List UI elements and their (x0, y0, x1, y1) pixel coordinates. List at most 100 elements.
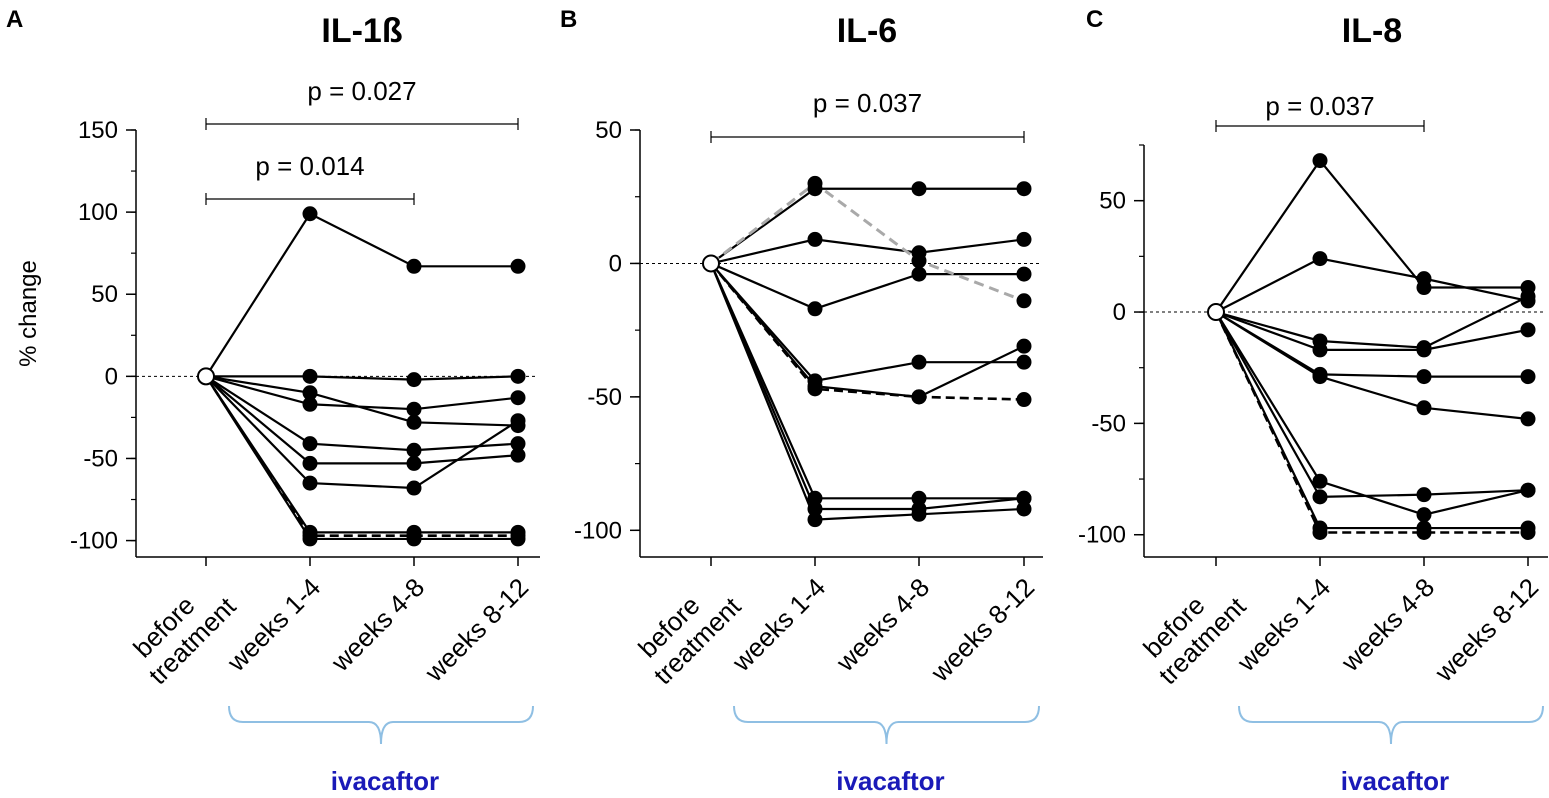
y-tick-label: -100 (1078, 522, 1126, 549)
data-point (1016, 392, 1032, 408)
series-line (206, 375, 519, 381)
series-line (1214, 311, 1528, 534)
x-category-label: weeks 4-8 (1335, 572, 1441, 678)
data-point (1416, 369, 1432, 385)
panel-letter: A (6, 6, 23, 33)
data-point (911, 506, 927, 522)
data-point (1016, 354, 1032, 370)
data-point (302, 396, 318, 412)
y-tick-label: 0 (1113, 299, 1126, 326)
panel-letter: C (1086, 6, 1103, 33)
data-point (406, 401, 422, 417)
treatment-brace (1238, 705, 1544, 745)
baseline-data-point (197, 367, 215, 386)
data-point (406, 531, 422, 547)
series-line (1215, 311, 1529, 516)
series-line (709, 263, 1025, 511)
data-point (302, 368, 318, 384)
treatment-label: ivacaftor (1341, 766, 1449, 796)
series-line (205, 375, 519, 465)
data-point (807, 501, 823, 517)
data-point (406, 455, 422, 471)
series-line (205, 375, 519, 427)
data-point (1520, 411, 1536, 427)
data-point (1520, 369, 1536, 385)
data-point (807, 381, 823, 397)
data-point (911, 245, 927, 261)
data-point (1016, 231, 1032, 247)
data-point (911, 266, 927, 282)
data-point (302, 436, 318, 452)
data-point (1416, 400, 1432, 416)
p-value-label: p = 0.014 (255, 151, 364, 181)
data-point (1416, 525, 1432, 541)
data-point (1520, 322, 1536, 338)
x-category-label: beforetreatment (1132, 570, 1253, 691)
x-category-label: weeks 4-8 (830, 572, 936, 678)
data-point (510, 447, 526, 463)
data-point (406, 442, 422, 458)
treatment-label: ivacaftor (836, 766, 944, 796)
data-point (1016, 181, 1032, 197)
treatment-label: ivacaftor (331, 766, 439, 796)
data-point (1520, 525, 1536, 541)
data-point (807, 301, 823, 317)
data-point (911, 354, 927, 370)
data-point (1016, 501, 1032, 517)
data-point (510, 413, 526, 429)
series-line (1215, 295, 1529, 349)
p-value-label: p = 0.037 (813, 88, 922, 118)
data-point (406, 258, 422, 274)
data-point (510, 436, 526, 452)
chart-panel-a: A IL-1ß 150 100 50 0 -50 -100 % change beforetrea… (6, 6, 540, 796)
series-line (205, 375, 518, 534)
data-point (1312, 525, 1328, 541)
series-line (205, 375, 519, 411)
y-tick-label: -100 (574, 517, 622, 544)
data-point (406, 480, 422, 496)
data-point (302, 475, 318, 491)
data-point (1312, 342, 1328, 358)
data-point (1416, 507, 1432, 523)
x-category-label: weeks 8-12 (418, 572, 534, 688)
series-line (710, 262, 1025, 399)
series-line (709, 262, 1024, 500)
series-line (205, 375, 518, 541)
series-line (710, 181, 1025, 303)
series-line (205, 212, 518, 377)
data-point (302, 206, 318, 222)
data-point (1312, 251, 1328, 267)
x-category-label: weeks 1-4 (221, 572, 327, 678)
data-point (1416, 342, 1432, 358)
data-point (510, 390, 526, 406)
data-point (510, 531, 526, 547)
y-axis-label: % change (15, 260, 42, 367)
p-value-label: p = 0.037 (1265, 91, 1374, 121)
panel-title: IL-1ß (321, 12, 402, 50)
y-tick-label: 50 (91, 281, 118, 308)
series-line (709, 263, 1025, 521)
data-point (1416, 271, 1432, 287)
y-tick-label: 0 (609, 250, 622, 277)
data-point (911, 181, 927, 197)
series-line (1215, 311, 1529, 421)
data-point (911, 389, 927, 405)
y-tick-label: 50 (595, 117, 622, 144)
series-line (710, 262, 1024, 310)
data-point (911, 490, 927, 506)
data-point (1312, 369, 1328, 385)
y-tick-label: -50 (83, 445, 118, 472)
data-point (1312, 473, 1328, 489)
x-category-label: weeks 4-8 (325, 572, 431, 678)
y-tick-label: 0 (105, 363, 118, 390)
data-point (302, 455, 318, 471)
x-category-label: weeks 1-4 (1231, 572, 1337, 678)
series-line (709, 262, 1025, 401)
data-point (510, 258, 526, 274)
panel-letter: B (560, 6, 577, 33)
data-point (406, 414, 422, 430)
y-tick-label: -50 (1091, 410, 1126, 437)
panel-title: IL-6 (837, 12, 897, 50)
